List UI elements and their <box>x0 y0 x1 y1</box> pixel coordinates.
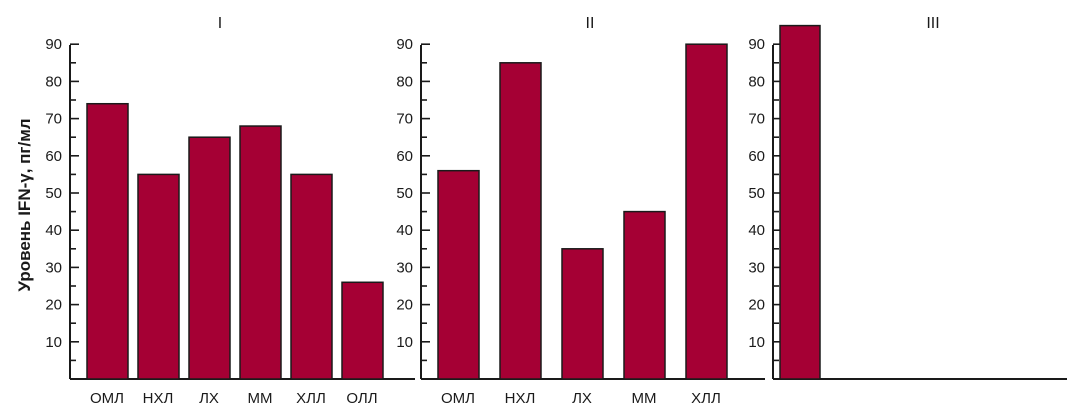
y-tick-label: 40 <box>748 222 765 239</box>
category-label: ХЛЛ <box>296 390 326 407</box>
bar-ММ <box>239 125 282 380</box>
bar-ОМЛ <box>437 169 480 380</box>
y-tick-label: 30 <box>45 259 62 276</box>
y-tick-label: 60 <box>45 148 62 165</box>
bar-НХЛ <box>137 173 180 380</box>
y-tick-label: 20 <box>748 297 765 314</box>
category-label: ММ <box>632 390 657 407</box>
bar-value <box>779 24 821 380</box>
bar-ХЛЛ <box>685 43 728 380</box>
y-tick-label: 90 <box>45 36 62 53</box>
bar-ХЛЛ <box>290 173 333 380</box>
category-label: ОМЛ <box>90 390 124 407</box>
y-tick-label: 90 <box>396 36 413 53</box>
panel-title: III <box>926 15 939 32</box>
chart-panel-2: II 10 20 30 40 50 60 70 80 90 ОМЛ НХЛ ЛХ ММ ХЛЛ <box>396 15 765 407</box>
category-label: НХЛ <box>143 390 174 407</box>
y-tick-label: 30 <box>396 259 413 276</box>
y-tick-label: 50 <box>396 185 413 202</box>
bar-ЛХ <box>188 136 231 380</box>
y-tick-label: 20 <box>396 297 413 314</box>
category-label: ОЛЛ <box>346 390 377 407</box>
bar-ЛХ <box>561 248 604 380</box>
panel-title: II <box>586 15 595 32</box>
category-label: ЛХ <box>199 390 219 407</box>
y-tick-label: 20 <box>45 297 62 314</box>
y-tick-label: 10 <box>748 334 765 351</box>
category-label: ММ <box>248 390 273 407</box>
bar-ОМЛ <box>86 102 129 380</box>
bar-НХЛ <box>499 62 542 380</box>
y-tick-label: 70 <box>45 111 62 128</box>
y-tick-label: 50 <box>748 185 765 202</box>
y-tick-label: 70 <box>748 111 765 128</box>
bar-ОЛЛ <box>341 281 384 380</box>
y-tick-label: 70 <box>396 111 413 128</box>
bar-ММ <box>623 210 666 380</box>
chart-panel-3: III 10 20 30 40 50 60 70 80 90 <box>748 15 1067 380</box>
category-label: ХЛЛ <box>691 390 721 407</box>
y-axis-label: Уровень IFN-γ, пг/мл <box>15 118 34 291</box>
y-tick-label: 40 <box>45 222 62 239</box>
category-label: ЛХ <box>572 390 592 407</box>
y-tick-label: 80 <box>748 73 765 90</box>
category-label: ОМЛ <box>441 390 475 407</box>
y-tick-label: 10 <box>45 334 62 351</box>
y-tick-label: 40 <box>396 222 413 239</box>
category-label: НХЛ <box>505 390 536 407</box>
chart-panel-1: I 10 20 30 40 50 60 70 80 90 ОМЛ НХЛ ЛХ ММ ХЛЛ ОЛЛ <box>45 15 415 407</box>
y-tick-label: 90 <box>748 36 765 53</box>
y-tick-label: 80 <box>45 73 62 90</box>
y-tick-label: 10 <box>396 334 413 351</box>
y-tick-label: 60 <box>396 148 413 165</box>
y-tick-label: 60 <box>748 148 765 165</box>
y-tick-label: 30 <box>748 259 765 276</box>
y-tick-label: 50 <box>45 185 62 202</box>
panel-title: I <box>218 15 222 32</box>
y-tick-label: 80 <box>396 73 413 90</box>
